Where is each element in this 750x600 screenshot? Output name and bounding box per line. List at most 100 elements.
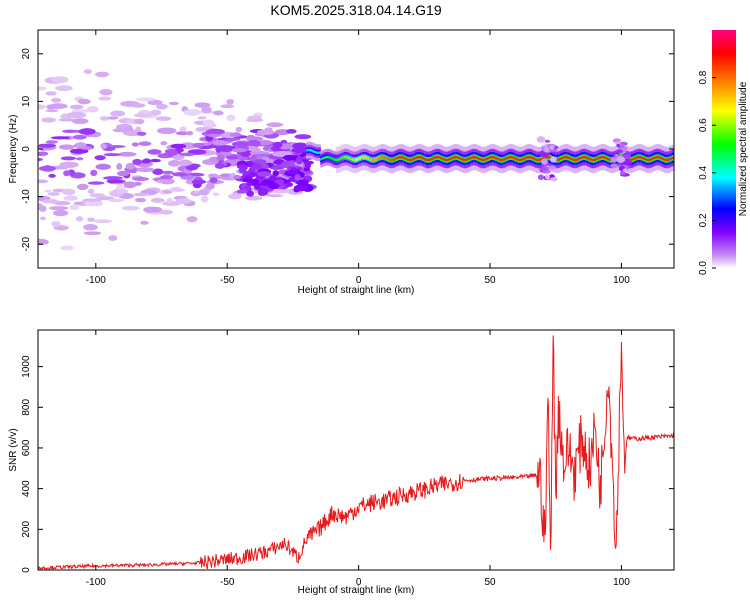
spectrogram-tone-cell <box>637 156 640 159</box>
spectrogram-blob <box>296 179 309 186</box>
spectrogram-tone-cell <box>354 158 358 162</box>
spectrogram-blob <box>72 134 87 140</box>
spectrogram-tone-cell <box>394 157 397 161</box>
spectrogram-tone-cell <box>369 157 372 161</box>
spectrogram-tone-cell <box>518 158 522 162</box>
spectrogram-tone-cell <box>563 156 566 159</box>
spectrogram-tone-cell <box>370 158 373 161</box>
spectrogram-blob <box>212 192 220 197</box>
spectrogram-tone-cell <box>321 157 325 160</box>
spectrogram-blob <box>201 106 212 114</box>
spectrogram-blob <box>167 159 181 167</box>
spectrogram-blob <box>170 143 187 149</box>
spectrogram-blob <box>236 189 248 194</box>
spectrogram-tone-cell <box>449 157 452 161</box>
snr-frame <box>37 329 675 571</box>
spectrogram-tone-cell <box>597 157 600 160</box>
spectrogram-tone-cell <box>567 156 571 159</box>
spectrogram-tone-cell <box>384 156 388 160</box>
snr-x-ticks: -100 -50 0 50 100 <box>86 330 630 588</box>
x-tick-label: 50 <box>484 275 496 286</box>
y-tick-label: 200 <box>21 521 32 538</box>
spectrogram-tone-cell <box>347 156 350 159</box>
spectrogram-tone-cell <box>377 157 380 160</box>
spectrogram-blob <box>246 190 255 197</box>
spectrogram-x-axis-label: Height of straight line (km) <box>298 285 415 296</box>
spectrogram-blob <box>206 128 226 135</box>
spectrogram-blob <box>41 117 56 123</box>
spectrogram-tone-cell <box>309 148 312 152</box>
spectrogram-blob <box>165 149 178 157</box>
spectrogram-tone-cell <box>460 157 463 161</box>
spectrogram-blob <box>123 181 137 189</box>
spectrogram-tone-cell <box>479 158 482 161</box>
spectrogram-blob <box>179 126 187 132</box>
snr-y-ticks: 0 200 400 600 800 1000 <box>21 355 674 573</box>
spectrogram-tone-cell <box>440 156 443 160</box>
spectrogram-tone-cell <box>312 150 315 153</box>
spectrogram-blob <box>160 141 168 146</box>
spectrogram-blob <box>83 69 92 74</box>
spectrogram-blob <box>285 182 294 187</box>
spectrogram-tone-cell <box>577 158 580 161</box>
spectrogram-tone-cell <box>435 156 438 159</box>
spectrogram-tone-cell <box>340 157 343 160</box>
spectrogram-blob <box>171 172 189 177</box>
spectrogram-blob <box>77 183 89 191</box>
spectrogram-blob <box>272 170 279 177</box>
x-tick-label: -100 <box>86 275 106 286</box>
spectrogram-blob <box>175 131 189 136</box>
spectrogram-tone-cell <box>556 158 559 162</box>
x-tick-label: 0 <box>356 577 362 588</box>
spectrogram-blob <box>44 189 52 193</box>
spectrogram-tone-cell <box>317 151 320 154</box>
spectrogram-tone-cell <box>629 158 632 162</box>
spectrogram-blob <box>220 173 232 178</box>
spectrogram-blob <box>45 109 59 113</box>
spectrogram-tone-cell <box>525 156 528 160</box>
spectrogram-blob <box>614 153 619 159</box>
spectrogram-blob <box>623 160 632 166</box>
spectrogram-blob <box>231 148 248 153</box>
spectrogram-blob <box>116 163 123 171</box>
spectrogram-blob <box>135 97 156 102</box>
spectrogram-blob <box>244 195 263 201</box>
spectrogram-blob <box>83 231 102 236</box>
y-tick-label: 800 <box>21 399 32 416</box>
spectrogram-tone-cell <box>328 156 331 159</box>
colorbar-tick-label: 0.2 <box>698 213 709 227</box>
spectrogram-tone-cell <box>558 158 561 161</box>
spectrogram-blob <box>226 114 236 122</box>
spectrogram-blob <box>72 118 89 125</box>
spectrogram-tone-cell <box>381 155 384 159</box>
spectrogram-tone-cell <box>462 158 465 161</box>
spectrogram-tone-cell <box>651 157 654 161</box>
spectrogram-tone-cell <box>569 157 572 160</box>
spectrogram-tone-cell <box>345 155 348 159</box>
spectrogram-blob <box>304 161 312 169</box>
spectrogram-tone-cell <box>405 157 408 161</box>
spectrogram-blob <box>200 195 209 203</box>
y-tick-label: 1000 <box>21 355 32 378</box>
spectrogram-tone-cell <box>395 157 399 160</box>
spectrogram-tone-cell <box>634 157 637 160</box>
spectrogram-tone-cell <box>386 157 389 160</box>
spectrogram-blob <box>134 197 147 203</box>
y-tick-label: 400 <box>21 480 32 497</box>
spectrogram-blob <box>295 156 303 165</box>
spectrogram-tone-cell <box>528 155 531 159</box>
spectrogram-tone-cell <box>474 156 477 159</box>
spectrogram-blob <box>168 101 179 106</box>
spectrogram-tone-cell <box>397 156 400 159</box>
spectrogram-blob <box>179 152 195 157</box>
spectrogram-tone-cell <box>599 156 602 159</box>
spectrogram-tone-cell <box>531 156 534 160</box>
spectrogram-tone-cell <box>539 158 542 161</box>
spectrogram-blob <box>60 156 76 161</box>
spectrogram-blob <box>246 140 261 147</box>
spectrogram-tone-cell <box>343 155 347 159</box>
spectrogram-blob <box>283 160 290 167</box>
spectrogram-blob <box>267 182 280 190</box>
spectrogram-tone-cell <box>362 155 366 159</box>
spectrogram-tone-cell <box>446 158 449 162</box>
